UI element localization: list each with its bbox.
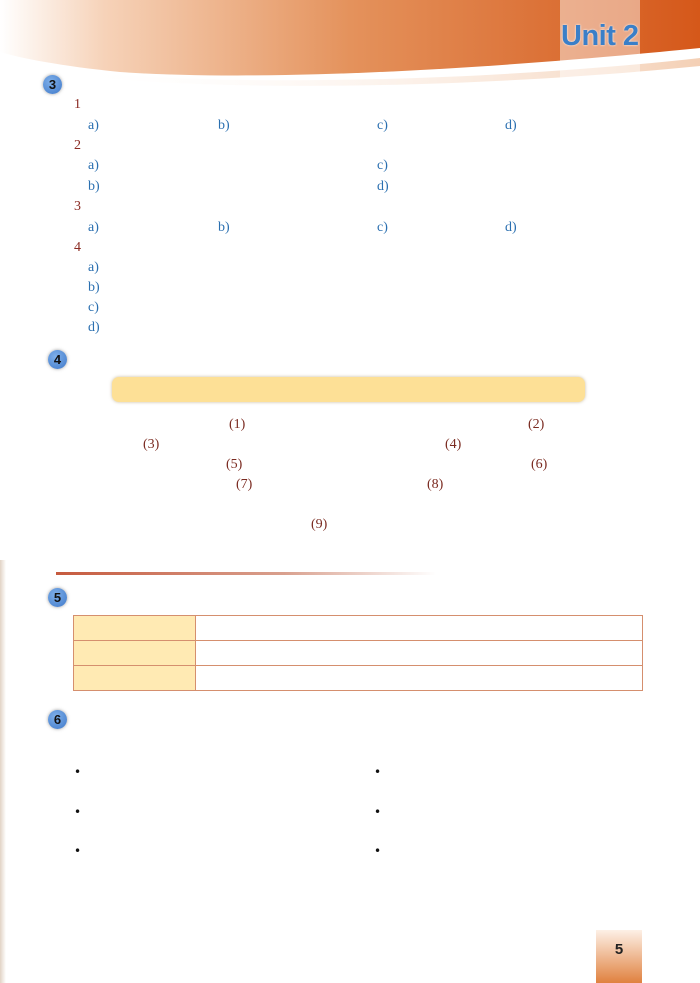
blank-marker: (5) [226,457,243,472]
table-row [73,665,643,691]
bullet: • [374,844,382,858]
bullet: • [374,765,382,779]
option-label: b) [218,118,230,133]
section-badge-5: 5 [48,588,67,607]
blank-marker: (9) [311,517,328,532]
option-label: a) [88,260,99,275]
blank-marker: (8) [427,477,444,492]
blank-marker: (7) [236,477,253,492]
option-label: a) [88,220,99,235]
option-label: c) [377,118,388,133]
page-edge-shade [0,560,6,983]
bullet: • [74,844,82,858]
section-badge-3: 3 [43,75,62,94]
option-label: c) [377,220,388,235]
bullet: • [374,805,382,819]
option-label: a) [88,118,99,133]
option-label: d) [505,220,517,235]
blank-marker: (4) [445,437,462,452]
blank-marker: (1) [229,417,246,432]
bullet: • [74,805,82,819]
blank-marker: (2) [528,417,545,432]
option-label: d) [505,118,517,133]
table-row [73,640,643,666]
section-badge-4: 4 [48,350,67,369]
header-banner [0,0,700,86]
question-number: 2 [74,138,81,153]
question-number: 1 [74,97,81,112]
section-divider [56,572,436,575]
unit-title: Unit 2 [561,20,639,52]
blank-marker: (6) [531,457,548,472]
word-box [112,377,585,402]
question-number: 4 [74,240,81,255]
blank-marker: (3) [143,437,160,452]
answer-table [73,615,643,691]
option-label: c) [377,158,388,173]
table-row [73,615,643,641]
page-number: 5 [596,930,642,983]
option-label: d) [377,179,389,194]
section-badge-6: 6 [48,710,67,729]
option-label: a) [88,158,99,173]
option-label: c) [88,300,99,315]
bullet: • [74,765,82,779]
option-label: d) [88,320,100,335]
option-label: b) [88,280,100,295]
option-label: b) [88,179,100,194]
option-label: b) [218,220,230,235]
question-number: 3 [74,199,81,214]
